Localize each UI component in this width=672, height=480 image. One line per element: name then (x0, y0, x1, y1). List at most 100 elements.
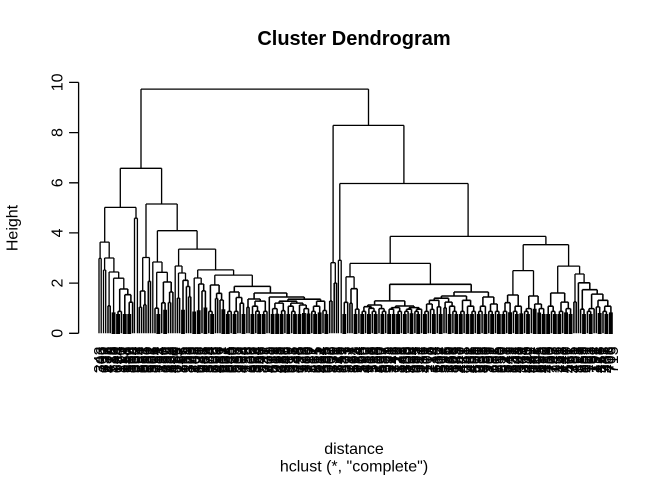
svg-text:831: 831 (213, 346, 230, 373)
svg-text:452: 452 (358, 346, 375, 373)
svg-text:823: 823 (571, 346, 588, 373)
svg-text:221: 221 (383, 346, 400, 373)
svg-text:398: 398 (437, 346, 454, 373)
svg-text:254: 254 (367, 346, 384, 373)
svg-text:364: 364 (515, 346, 532, 373)
svg-text:685: 685 (318, 346, 335, 373)
svg-text:740: 740 (108, 346, 125, 373)
svg-text:806: 806 (446, 346, 463, 373)
svg-text:714: 714 (426, 346, 443, 373)
svg-text:743: 743 (596, 346, 613, 373)
svg-text:341: 341 (412, 346, 429, 373)
svg-text:876: 876 (181, 346, 198, 373)
svg-text:988: 988 (161, 346, 178, 373)
svg-text:646: 646 (278, 346, 295, 373)
svg-text:718: 718 (103, 346, 120, 373)
svg-text:377: 377 (497, 346, 514, 373)
svg-text:447: 447 (453, 346, 470, 373)
svg-text:706: 706 (603, 346, 620, 373)
svg-text:164: 164 (345, 346, 362, 373)
svg-text:4: 4 (49, 228, 66, 237)
svg-text:699: 699 (280, 346, 297, 373)
svg-text:444: 444 (289, 346, 306, 373)
svg-text:700: 700 (401, 346, 418, 373)
svg-text:302: 302 (432, 346, 449, 373)
svg-text:236: 236 (549, 346, 566, 373)
svg-text:587: 587 (143, 346, 160, 373)
svg-text:748: 748 (553, 346, 570, 373)
svg-text:339: 339 (128, 346, 145, 373)
svg-text:517: 517 (282, 346, 299, 373)
svg-text:897: 897 (255, 346, 272, 373)
svg-text:654: 654 (316, 346, 333, 373)
svg-text:205: 205 (488, 346, 505, 373)
svg-text:648: 648 (428, 346, 445, 373)
svg-text:120: 120 (538, 346, 555, 373)
svg-text:461: 461 (567, 346, 584, 373)
svg-text:987: 987 (479, 346, 496, 373)
svg-text:495: 495 (271, 346, 288, 373)
svg-text:619: 619 (495, 346, 512, 373)
svg-text:408: 408 (188, 346, 205, 373)
svg-text:748: 748 (332, 346, 349, 373)
svg-text:943: 943 (195, 346, 212, 373)
svg-text:143: 143 (186, 346, 203, 373)
svg-text:162: 162 (585, 346, 602, 373)
svg-text:506: 506 (146, 346, 163, 373)
svg-text:267: 267 (307, 346, 324, 373)
svg-text:357: 357 (594, 346, 611, 373)
svg-text:136: 136 (414, 346, 431, 373)
svg-text:132: 132 (430, 346, 447, 373)
svg-text:478: 478 (101, 346, 118, 373)
svg-text:496: 496 (211, 346, 228, 373)
svg-text:115: 115 (170, 348, 187, 374)
svg-text:486: 486 (397, 346, 414, 373)
svg-text:486: 486 (464, 346, 481, 373)
svg-text:709: 709 (204, 346, 221, 373)
svg-text:930: 930 (493, 346, 510, 373)
svg-text:664: 664 (125, 346, 142, 373)
svg-text:832: 832 (506, 346, 523, 373)
svg-text:131: 131 (193, 346, 210, 373)
svg-text:706: 706 (94, 346, 111, 373)
svg-text:585: 585 (105, 346, 122, 373)
svg-text:478: 478 (591, 346, 608, 373)
svg-text:687: 687 (273, 346, 290, 373)
svg-text:619: 619 (267, 346, 284, 373)
svg-text:178: 178 (421, 346, 438, 373)
svg-text:386: 386 (298, 346, 315, 373)
svg-text:547: 547 (513, 346, 530, 373)
svg-text:887: 887 (376, 346, 393, 373)
svg-text:369: 369 (441, 346, 458, 373)
svg-text:10: 10 (49, 73, 66, 91)
svg-text:735: 735 (491, 346, 508, 373)
svg-text:206: 206 (323, 346, 340, 373)
svg-text:664: 664 (405, 346, 422, 373)
svg-text:836: 836 (206, 346, 223, 373)
svg-text:986: 986 (197, 346, 214, 373)
svg-text:122: 122 (580, 346, 597, 373)
svg-text:107: 107 (419, 346, 436, 373)
svg-text:474: 474 (235, 346, 252, 373)
svg-text:129: 129 (293, 346, 310, 373)
svg-text:422: 422 (535, 346, 552, 373)
svg-text:Cluster Dendrogram: Cluster Dendrogram (257, 28, 450, 50)
svg-text:661: 661 (522, 346, 539, 373)
svg-text:165: 165 (177, 346, 194, 373)
svg-text:750: 750 (157, 346, 174, 373)
svg-text:742: 742 (556, 346, 573, 373)
svg-text:694: 694 (110, 346, 127, 373)
svg-text:798: 798 (291, 346, 308, 373)
svg-text:143: 143 (448, 346, 465, 373)
svg-text:517: 517 (435, 346, 452, 373)
svg-text:6: 6 (49, 178, 66, 187)
svg-text:364: 364 (249, 346, 266, 373)
svg-text:316: 316 (329, 346, 346, 373)
svg-text:434: 434 (314, 346, 331, 373)
svg-text:373: 373 (338, 346, 355, 373)
svg-text:907: 907 (215, 346, 232, 373)
svg-text:795: 795 (565, 346, 582, 373)
svg-text:461: 461 (562, 346, 579, 373)
svg-text:920: 920 (224, 346, 241, 373)
svg-text:956: 956 (139, 346, 156, 373)
